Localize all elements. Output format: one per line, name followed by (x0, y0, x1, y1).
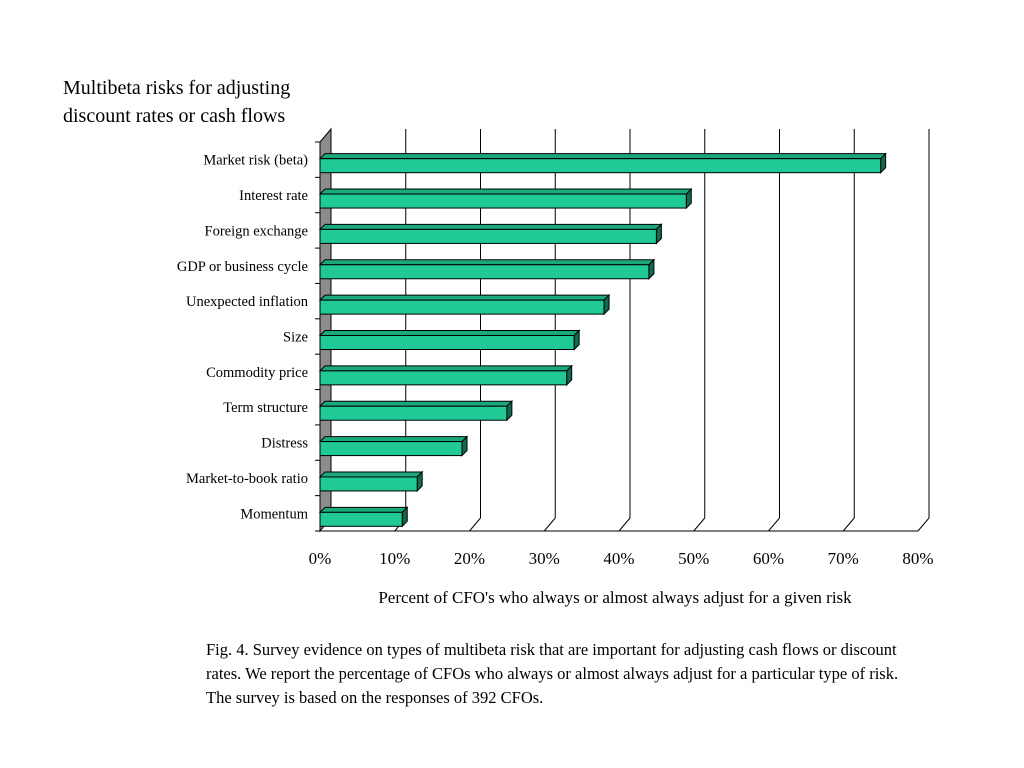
bar-top (318, 294, 611, 301)
bar (319, 441, 463, 457)
bar-top (318, 330, 581, 336)
bar-top (318, 436, 469, 443)
x-tick-label: 60% (753, 549, 784, 568)
category-label: Market-to-book ratio (186, 471, 308, 487)
floor-gridline (543, 517, 556, 532)
category-label: Distress (261, 436, 308, 452)
x-tick-label: 20% (454, 549, 485, 568)
category-label: Term structure (223, 400, 308, 416)
chart-title: Multibeta risks for adjusting discount r… (63, 74, 290, 130)
floor-gridline (842, 517, 855, 532)
bar-top (318, 153, 887, 160)
category-label: Interest rate (239, 188, 308, 204)
chart-title-line-1: Multibeta risks for adjusting (63, 77, 291, 99)
bar (319, 476, 418, 492)
category-label: Commodity price (206, 365, 308, 381)
bar (319, 228, 657, 244)
floor-gridline (917, 517, 930, 532)
x-tick-label: 70% (828, 549, 859, 568)
category-label: Size (283, 330, 308, 346)
bar (319, 405, 508, 421)
chart-title-line-2: discount rates or cash flows (63, 105, 286, 127)
floor-gridline (768, 517, 780, 532)
bar-top (318, 471, 424, 478)
x-tick-label: 30% (529, 549, 560, 568)
bar-top (318, 365, 573, 372)
bar (319, 299, 605, 315)
x-tick-label: 80% (902, 549, 933, 568)
x-tick-label: 40% (603, 549, 634, 568)
bar-top (318, 506, 409, 513)
x-tick-label: 50% (678, 549, 709, 568)
category-label: Unexpected inflation (186, 294, 309, 310)
bar-top (318, 188, 693, 195)
bar-chart: Market risk (beta) Interest rate Foreign e… (177, 127, 934, 568)
category-label: Foreign exchange (205, 223, 308, 239)
floor-gridline (469, 517, 481, 532)
category-label: Momentum (240, 506, 308, 522)
bar (319, 335, 575, 350)
bar-top (318, 259, 656, 266)
floor-gridline (618, 517, 631, 532)
figure-caption: Fig. 4. Survey evidence on types of mult… (206, 640, 899, 707)
category-label: GDP or business cycle (177, 259, 308, 275)
bar-top (318, 400, 514, 407)
bar (319, 370, 568, 386)
bar (319, 193, 687, 209)
floor-gridline (693, 517, 706, 532)
x-axis-label: Percent of CFO's who always or almost al… (378, 588, 852, 607)
bar (319, 264, 650, 280)
bar-top (318, 223, 663, 230)
x-tick-label: 10% (379, 549, 410, 568)
bar (319, 158, 882, 174)
category-label: Market risk (beta) (203, 153, 308, 169)
bar (319, 511, 403, 527)
x-tick-label: 0% (309, 549, 332, 568)
